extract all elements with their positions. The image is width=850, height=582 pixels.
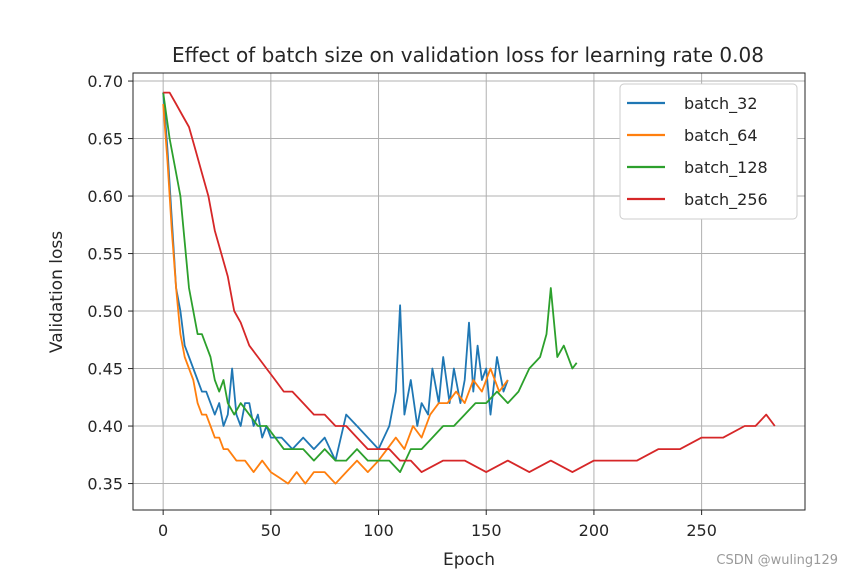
legend-label: batch_64 [684, 126, 758, 146]
x-tick-label: 0 [158, 521, 168, 540]
y-tick-label: 0.65 [87, 130, 123, 149]
y-tick-label: 0.45 [87, 360, 123, 379]
x-tick-label: 100 [363, 521, 394, 540]
plot-frame [132, 72, 806, 511]
y-axis-ticks: 0.35 0.40 0.45 0.50 0.55 0.60 0.65 0.70 [87, 72, 133, 494]
x-tick-label: 250 [686, 521, 717, 540]
chart-title: Effect of batch size on validation loss … [172, 43, 764, 67]
series-line-batch-64 [162, 103, 509, 485]
y-tick-label: 0.35 [87, 475, 123, 494]
x-axis-label: Epoch [443, 550, 495, 570]
legend-label: batch_32 [684, 94, 758, 114]
series-line-batch-128 [162, 92, 578, 474]
x-axis-ticks: 0 50 100 150 200 250 [158, 510, 717, 540]
y-tick-label: 0.70 [87, 72, 123, 91]
y-axis-label: Validation loss [47, 231, 67, 353]
y-tick-label: 0.40 [87, 417, 123, 436]
x-tick-label: 200 [579, 521, 610, 540]
x-tick-label: 50 [261, 521, 281, 540]
series-lines [162, 91, 776, 485]
y-tick-label: 0.55 [87, 245, 123, 264]
watermark: CSDN @wuling129 [716, 553, 838, 568]
legend-box [619, 83, 798, 220]
y-tick-label: 0.60 [87, 187, 123, 206]
x-tick-label: 150 [471, 521, 502, 540]
legend-label: batch_128 [684, 158, 768, 178]
y-tick-label: 0.50 [87, 302, 123, 321]
legend-label: batch_256 [684, 190, 768, 210]
legend: batch_32 batch_64 batch_128 batch_256 [619, 83, 798, 220]
series-line-batch-32 [162, 92, 509, 462]
series-line-batch-256 [163, 91, 776, 474]
